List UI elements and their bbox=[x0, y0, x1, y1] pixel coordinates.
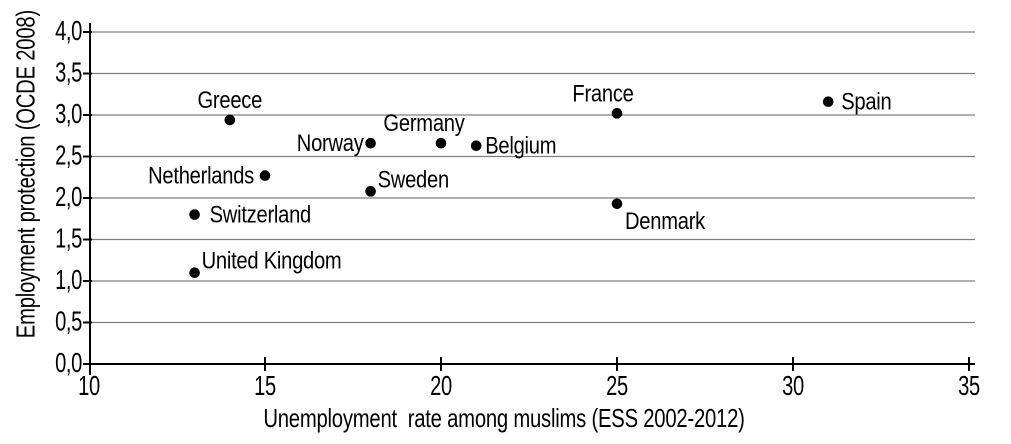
data-point-norway bbox=[365, 137, 376, 149]
point-label-denmark: Denmark bbox=[625, 207, 706, 234]
x-tick-label: 15 bbox=[254, 371, 276, 402]
y-tick-label: 3,5 bbox=[55, 57, 82, 88]
y-tick-label: 0,0 bbox=[55, 348, 82, 379]
data-point-spain bbox=[822, 96, 834, 108]
y-tick-label: 3,0 bbox=[55, 99, 82, 130]
data-point-netherlands bbox=[259, 170, 271, 181]
point-label-germany: Germany bbox=[383, 110, 465, 137]
y-axis-title: Employment protection (OCDE 2008) bbox=[10, 10, 41, 339]
x-tick-label: 35 bbox=[958, 371, 980, 402]
y-tick-label: 1,0 bbox=[55, 265, 82, 296]
point-label-belgium: Belgium bbox=[485, 132, 556, 159]
data-point-sweden bbox=[365, 186, 376, 197]
y-tick-label: 2,5 bbox=[55, 140, 82, 171]
data-point-denmark bbox=[611, 198, 623, 210]
point-label-united-kingdom: United Kingdom bbox=[202, 247, 342, 274]
x-axis-title: Unemployment rate among muslims (ESS 200… bbox=[263, 403, 745, 433]
x-tick-label: 25 bbox=[606, 371, 628, 402]
x-tick-label: 30 bbox=[782, 371, 804, 402]
point-label-sweden: Sweden bbox=[378, 166, 449, 193]
y-tick-label: 1,5 bbox=[55, 223, 82, 254]
point-label-greece: Greece bbox=[198, 86, 263, 113]
data-point-germany bbox=[435, 137, 447, 149]
x-tick-label: 10 bbox=[78, 371, 100, 402]
point-label-norway: Norway bbox=[297, 130, 365, 157]
data-point-united-kingdom bbox=[189, 267, 200, 279]
data-point-france bbox=[611, 108, 623, 119]
point-label-spain: Spain bbox=[841, 88, 891, 115]
data-point-switzerland bbox=[189, 209, 200, 220]
y-tick-label: 4,0 bbox=[55, 16, 82, 47]
x-tick-label: 20 bbox=[430, 371, 452, 402]
point-label-switzerland: Switzerland bbox=[210, 201, 311, 228]
y-tick-label: 0,5 bbox=[55, 306, 82, 337]
data-point-greece bbox=[224, 114, 236, 126]
y-tick-label: 2,0 bbox=[55, 182, 82, 213]
point-label-netherlands: Netherlands bbox=[148, 162, 254, 189]
data-point-belgium bbox=[470, 140, 482, 152]
point-label-france: France bbox=[572, 80, 633, 107]
